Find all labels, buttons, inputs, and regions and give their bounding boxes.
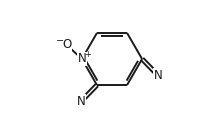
- Text: O: O: [62, 38, 71, 51]
- Text: N: N: [78, 53, 86, 65]
- Text: N: N: [76, 95, 85, 108]
- Text: N: N: [154, 69, 163, 82]
- Text: +: +: [84, 50, 91, 59]
- Text: −: −: [56, 36, 64, 46]
